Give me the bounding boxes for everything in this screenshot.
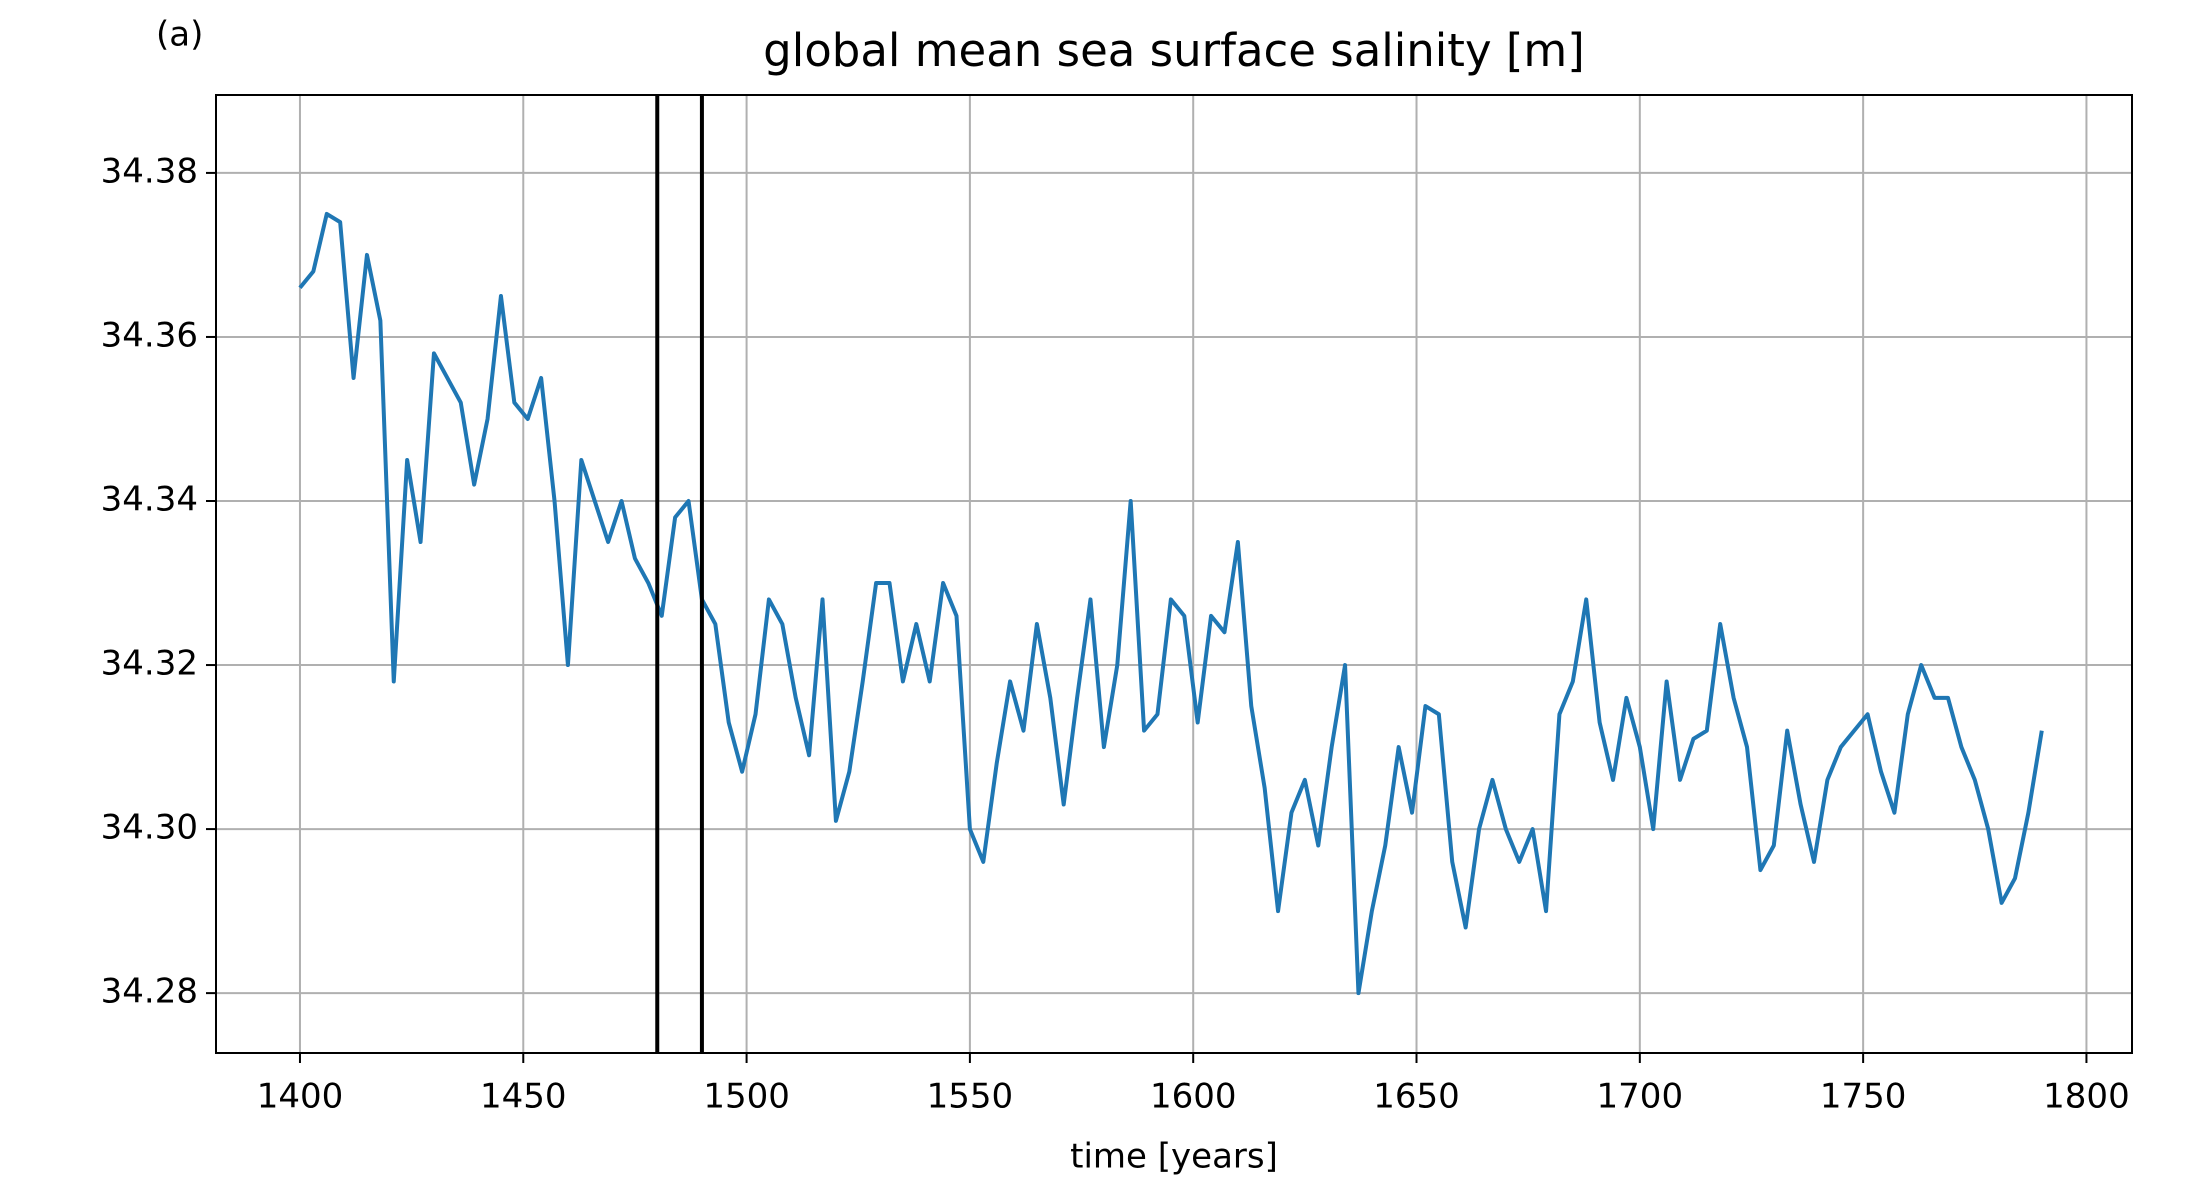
x-tick-label: 1400 [257,1077,344,1117]
y-tick-label: 34.30 [101,808,198,848]
x-tick-label: 1750 [1820,1077,1907,1117]
y-tick-label: 34.32 [101,644,198,684]
x-tick-label: 1600 [1150,1077,1237,1117]
x-tick-label: 1450 [480,1077,567,1117]
x-tick-label: 1550 [927,1077,1014,1117]
y-tick-label: 34.28 [101,972,198,1012]
x-tick-label: 1800 [2043,1077,2130,1117]
x-axis-label: time [years] [1070,1137,1278,1177]
x-tick-label: 1650 [1373,1077,1460,1117]
y-tick-label: 34.34 [101,480,198,520]
x-tick-label: 1500 [703,1077,790,1117]
plot-frame [215,94,2133,1054]
y-tick-label: 34.38 [101,151,198,191]
y-tick-label: 34.36 [101,315,198,355]
panel-label: (a) [156,15,203,55]
data-line [298,211,2044,996]
x-tick-label: 1700 [1597,1077,1684,1117]
chart-title: global mean sea surface salinity [m] [763,24,1585,77]
